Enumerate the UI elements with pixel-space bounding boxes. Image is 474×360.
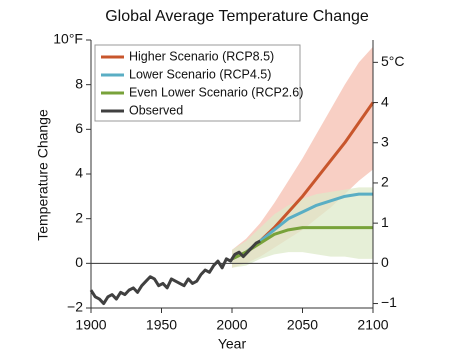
y-tick-label: 8 [75,75,83,91]
y-tick-label: 6 [75,120,83,136]
y2-tick-label: 1 [381,214,389,230]
chart-title: Global Average Temperature Change [105,8,369,25]
legend-label: Lower Scenario (RCP4.5) [129,67,271,81]
legend-label: Observed [129,103,183,117]
uncertainty-band [232,46,373,268]
y2-tick-label: 5°C [381,53,405,69]
x-tick-label: 1900 [75,317,106,333]
legend: Higher Scenario (RCP8.5) Lower Scenario (… [94,44,303,122]
y-tick-label: −2 [67,299,83,315]
legend-box [94,44,301,122]
y-tick-label: 4 [75,165,83,181]
y2-tick-label: −1 [381,294,397,310]
y-tick-label: 2 [75,209,83,225]
x-tick-label: 2100 [357,317,388,333]
series-line [231,226,373,261]
y2-tick-label: 3 [381,133,389,149]
y2-tick-label: 0 [381,254,389,270]
legend-label: Higher Scenario (RCP8.5) [129,49,274,63]
legend-label: Even Lower Scenario (RCP2.6) [129,85,303,99]
y-tick-label: 0 [75,254,83,270]
y2-tick-label: 4 [381,93,389,109]
y-tick-label: 10°F [53,31,83,47]
y-axis-label: Temperature Change [35,109,51,241]
x-tick-label: 2050 [287,317,318,333]
y2-tick-label: 2 [381,174,389,190]
x-axis-label: Year [218,336,247,352]
x-tick-label: 1950 [146,317,177,333]
x-tick-label: 2000 [216,317,247,333]
series-line [89,239,261,306]
